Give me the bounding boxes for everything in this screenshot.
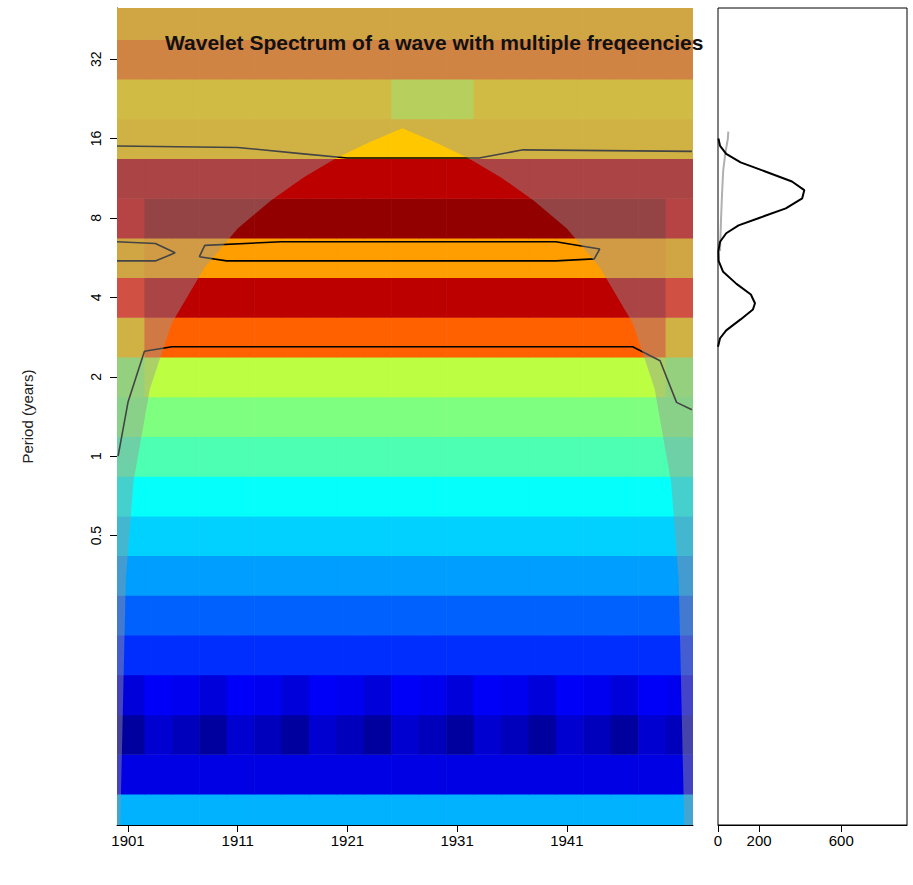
svg-text:1941: 1941 bbox=[550, 832, 583, 849]
svg-text:1911: 1911 bbox=[222, 832, 254, 849]
svg-text:1: 1 bbox=[88, 452, 104, 460]
svg-text:4: 4 bbox=[88, 293, 104, 301]
svg-text:1901: 1901 bbox=[111, 832, 144, 849]
svg-text:1931: 1931 bbox=[440, 832, 473, 849]
svg-text:8: 8 bbox=[88, 214, 104, 222]
svg-text:200: 200 bbox=[747, 832, 772, 849]
svg-text:16: 16 bbox=[88, 131, 104, 147]
svg-text:2: 2 bbox=[88, 373, 104, 381]
svg-text:Period (years): Period (years) bbox=[19, 369, 36, 463]
svg-text:Wavelet Spectrum of a wave wit: Wavelet Spectrum of a wave with multiple… bbox=[165, 31, 703, 54]
svg-text:600: 600 bbox=[829, 832, 854, 849]
svg-text:32: 32 bbox=[88, 51, 104, 67]
svg-text:0: 0 bbox=[714, 832, 722, 849]
svg-text:0.5: 0.5 bbox=[88, 526, 104, 546]
svg-text:1921: 1921 bbox=[331, 832, 364, 849]
